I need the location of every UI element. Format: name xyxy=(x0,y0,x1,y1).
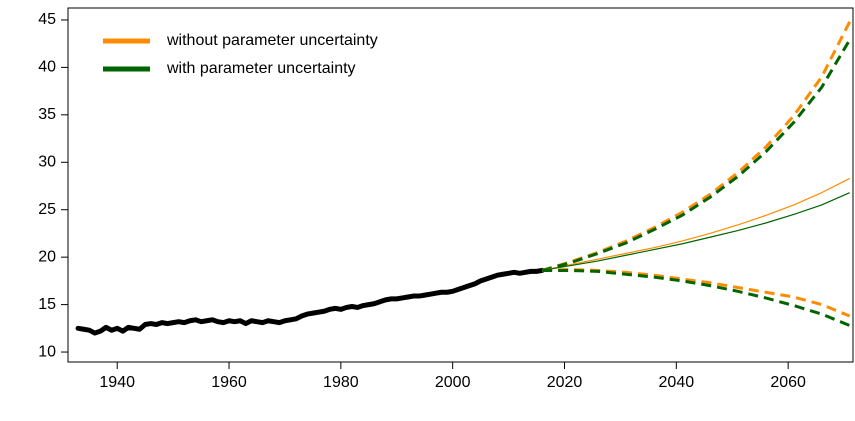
bound-line xyxy=(542,268,851,327)
y-tick-label: 35 xyxy=(38,106,56,123)
y-tick-label: 45 xyxy=(38,11,56,28)
y-tick-label: 25 xyxy=(38,201,56,218)
observed-line xyxy=(75,267,545,336)
mean-line xyxy=(542,192,850,272)
y-tick-label: 15 xyxy=(38,296,56,313)
y-tick-label: 30 xyxy=(38,153,56,170)
bound-line xyxy=(541,21,851,272)
y-tick-label: 20 xyxy=(38,248,56,265)
x-tick-label: 2020 xyxy=(547,374,583,391)
mean-line xyxy=(542,177,850,272)
y-tick-label: 10 xyxy=(38,343,56,360)
plot-box xyxy=(67,7,854,363)
legend-label: without parameter uncertainty xyxy=(166,32,378,49)
bound-line xyxy=(541,39,851,272)
x-tick-label: 2000 xyxy=(435,374,471,391)
x-tick-label: 1960 xyxy=(211,374,247,391)
x-tick-label: 1940 xyxy=(99,374,135,391)
x-tick-label: 2060 xyxy=(770,374,806,391)
y-tick-label: 40 xyxy=(38,59,56,76)
x-tick-label: 2040 xyxy=(659,374,695,391)
x-tick-label: 1980 xyxy=(323,374,359,391)
legend-label: with parameter uncertainty xyxy=(166,60,356,77)
